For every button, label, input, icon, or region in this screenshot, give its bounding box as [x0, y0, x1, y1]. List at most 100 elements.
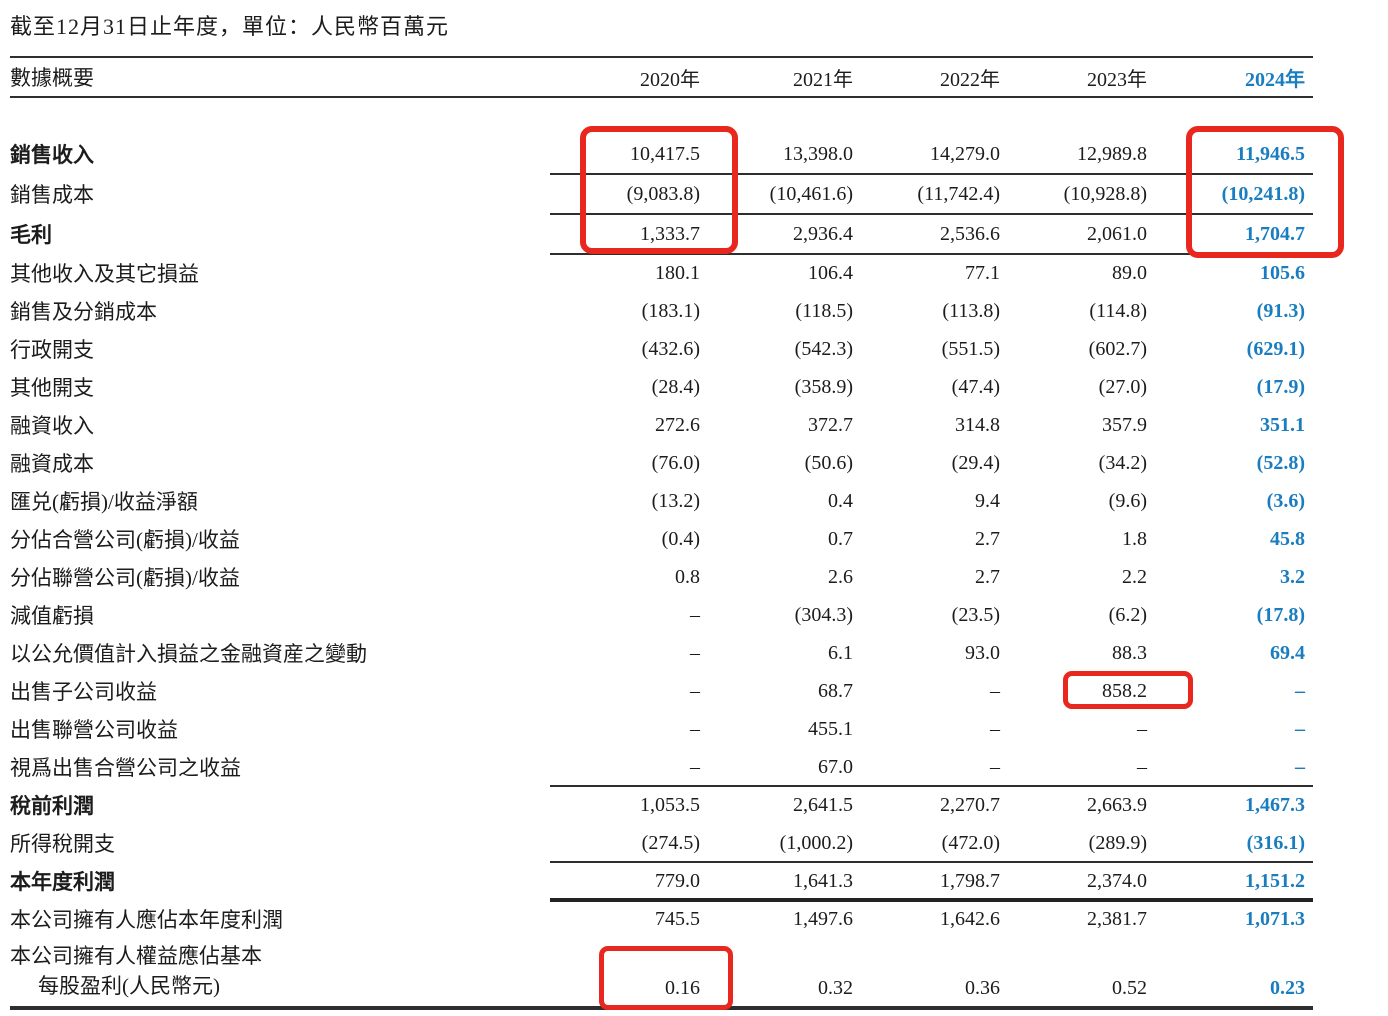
- cell-2021: 1,497.6: [793, 907, 853, 930]
- cell-2021: (10,461.6): [769, 182, 853, 205]
- table-row: 稅前利潤 1,053.5 2,641.5 2,270.7 2,663.9 1,467.3: [10, 786, 1313, 824]
- cell-2020: 0.8: [675, 565, 700, 588]
- table-row: 銷售及分銷成本 (183.1) (118.5) (113.8) (114.8) (91.…: [10, 292, 1313, 330]
- cell-2020: –: [690, 641, 700, 664]
- cell-2024: (3.6): [1266, 489, 1305, 512]
- cell-2023: –: [1137, 717, 1147, 740]
- cell-2020: 180.1: [655, 261, 700, 284]
- table-row: 本公司擁有人權益應佔基本 每股盈利(人民幣元) 0.16 0.32 0.36 0.52…: [10, 938, 1313, 1006]
- cell-2023: 89.0: [1112, 261, 1147, 284]
- cell-2021: 0.32: [818, 977, 853, 999]
- cell-2020: –: [690, 603, 700, 626]
- cell-2022: (47.4): [951, 375, 1000, 398]
- row-label: 視爲出售合營公司之收益: [10, 756, 241, 780]
- row-label: 分佔合營公司(虧損)/收益: [10, 528, 240, 552]
- cell-2021: 372.7: [808, 413, 853, 436]
- table-row: 融資收入 272.6 372.7 314.8 357.9 351.1: [10, 406, 1313, 444]
- cell-2023: 2,374.0: [1087, 869, 1147, 892]
- row-label: 融資成本: [10, 452, 94, 476]
- cell-2023: 858.2: [1102, 679, 1147, 702]
- cell-2023: 0.52: [1112, 977, 1147, 999]
- cell-2022: 2,536.6: [940, 222, 1000, 245]
- row-label: 銷售及分銷成本: [10, 300, 157, 324]
- cell-2023: 357.9: [1102, 413, 1147, 436]
- cell-2021: 13,398.0: [783, 142, 853, 165]
- header-year-2023: 2023年: [1087, 68, 1147, 91]
- cell-2024: –: [1295, 717, 1305, 740]
- table-row: 行政開支 (432.6) (542.3) (551.5) (602.7) (629.1): [10, 330, 1313, 368]
- cell-2020: (183.1): [641, 299, 700, 322]
- table-row: 本公司擁有人應佔本年度利潤 745.5 1,497.6 1,642.6 2,381.7…: [10, 900, 1313, 938]
- row-label: 匯兑(虧損)/收益淨額: [10, 490, 198, 514]
- page-title: 截至12月31日止年度，單位：人民幣百萬元: [10, 14, 450, 39]
- cell-2022: 1,798.7: [940, 869, 1000, 892]
- row-label: 毛利: [10, 223, 52, 247]
- cell-2022: 314.8: [955, 413, 1000, 436]
- cell-2021: (542.3): [794, 337, 853, 360]
- cell-2021: 1,641.3: [793, 869, 853, 892]
- cell-2023: 12,989.8: [1077, 142, 1147, 165]
- row-label: 本年度利潤: [10, 870, 115, 894]
- row-label: 減值虧損: [10, 604, 94, 628]
- cell-2023: –: [1137, 755, 1147, 778]
- cell-2022: –: [990, 755, 1000, 778]
- cell-2022: 0.36: [965, 977, 1000, 999]
- cell-2024: (17.8): [1256, 603, 1305, 626]
- table-row: 以公允價值計入損益之金融資産之變動 – 6.1 93.0 88.3 69.4: [10, 634, 1313, 672]
- cell-2020: (0.4): [661, 527, 700, 550]
- cell-2024: 1,704.7: [1245, 222, 1305, 245]
- cell-2023: (602.7): [1088, 337, 1147, 360]
- cell-2021: 6.1: [828, 641, 853, 664]
- row-label: 出售子公司收益: [10, 680, 157, 704]
- cell-2022: (29.4): [951, 451, 1000, 474]
- cell-2024: 351.1: [1260, 413, 1305, 436]
- cell-2022: 1,642.6: [940, 907, 1000, 930]
- cell-2024: 45.8: [1270, 527, 1305, 550]
- cell-2022: –: [990, 717, 1000, 740]
- cell-2020: (76.0): [651, 451, 700, 474]
- row-label: 本公司擁有人應佔本年度利潤: [10, 908, 283, 932]
- cell-2021: 2,936.4: [793, 222, 853, 245]
- cell-2023: (114.8): [1089, 299, 1147, 322]
- table-body: 銷售收入 10,417.5 13,398.0 14,279.0 12,989.8 11,…: [10, 134, 1313, 1006]
- cell-2021: 0.7: [828, 527, 853, 550]
- table-bottom-rule: [10, 1006, 1313, 1010]
- cell-2021: (118.5): [795, 299, 853, 322]
- cell-2024: 1,151.2: [1245, 869, 1305, 892]
- cell-2024: (91.3): [1256, 299, 1305, 322]
- cell-2024: 1,071.3: [1245, 907, 1305, 930]
- row-label: 所得稅開支: [10, 832, 115, 856]
- cell-2020: 0.16: [665, 977, 700, 999]
- cell-2022: –: [990, 679, 1000, 702]
- header-year-2022: 2022年: [940, 68, 1000, 91]
- cell-2021: (304.3): [794, 603, 853, 626]
- header-year-2024: 2024年: [1245, 68, 1305, 91]
- cell-2024: 105.6: [1260, 261, 1305, 284]
- cell-2024: 11,946.5: [1236, 142, 1305, 165]
- cell-2020: –: [690, 755, 700, 778]
- cell-2023: (9.6): [1108, 489, 1147, 512]
- cell-2021: (50.6): [804, 451, 853, 474]
- row-label: 本公司擁有人權益應佔基本 每股盈利(人民幣元): [10, 944, 262, 998]
- cell-2020: (9,083.8): [626, 182, 700, 205]
- row-label: 行政開支: [10, 338, 94, 362]
- cell-2024: –: [1295, 679, 1305, 702]
- cell-2024: (52.8): [1256, 451, 1305, 474]
- cell-2020: 10,417.5: [630, 142, 700, 165]
- table-row: 視爲出售合營公司之收益 – 67.0 – – –: [10, 748, 1313, 787]
- cell-2022: (551.5): [941, 337, 1000, 360]
- table-row: 出售子公司收益 – 68.7 – 858.2 –: [10, 672, 1313, 710]
- cell-2020: 779.0: [655, 869, 700, 892]
- cell-2023: 2,663.9: [1087, 793, 1147, 816]
- cell-2021: 2.6: [828, 565, 853, 588]
- row-label: 分佔聯營公司(虧損)/收益: [10, 566, 240, 590]
- cell-2022: 93.0: [965, 641, 1000, 664]
- cell-2024: –: [1295, 755, 1305, 778]
- cell-2021: 455.1: [808, 717, 853, 740]
- cell-2021: (358.9): [794, 375, 853, 398]
- cell-2021: 68.7: [818, 679, 853, 702]
- table-row: 減值虧損 – (304.3) (23.5) (6.2) (17.8): [10, 596, 1313, 634]
- cell-2024: 69.4: [1270, 641, 1305, 664]
- cell-2021: (1,000.2): [779, 831, 853, 854]
